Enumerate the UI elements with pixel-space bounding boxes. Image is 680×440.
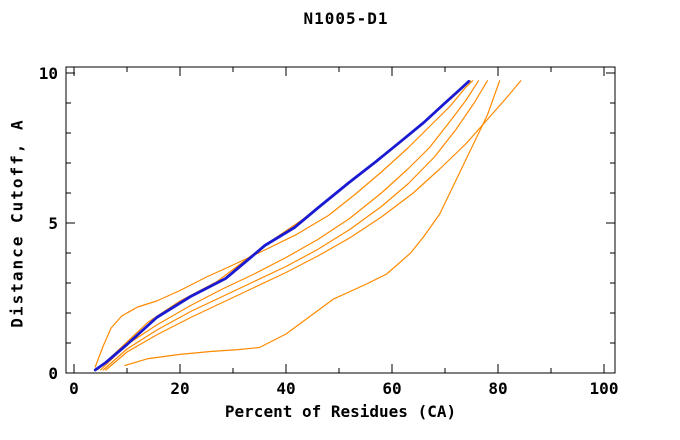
plot-border bbox=[65, 66, 616, 374]
series-model-curve-4 bbox=[102, 80, 488, 371]
series-model-curve-6 bbox=[124, 80, 501, 367]
series-native-overlap-curve bbox=[93, 80, 471, 372]
series-model-curve-5 bbox=[105, 80, 522, 371]
x-axis-label: Percent of Residues (CA) bbox=[224, 402, 457, 421]
series-model-curve-1 bbox=[97, 80, 471, 370]
y-tick-label: 10 bbox=[39, 64, 58, 83]
y-tick-label: 0 bbox=[48, 364, 58, 383]
y-axis-label: Distance Cutoff, A bbox=[7, 118, 27, 328]
x-tick-label: 100 bbox=[590, 379, 619, 398]
series-model-curve-2 bbox=[94, 80, 474, 368]
series-model-curve-3 bbox=[99, 80, 479, 371]
x-tick-label: 80 bbox=[488, 379, 507, 398]
x-tick-label: 60 bbox=[382, 379, 401, 398]
chart-title: N1005-D1 bbox=[303, 9, 389, 28]
y-tick-label: 5 bbox=[48, 214, 58, 233]
x-tick-label: 40 bbox=[276, 379, 295, 398]
x-tick-label: 20 bbox=[170, 379, 189, 398]
x-tick-label: 0 bbox=[69, 379, 79, 398]
